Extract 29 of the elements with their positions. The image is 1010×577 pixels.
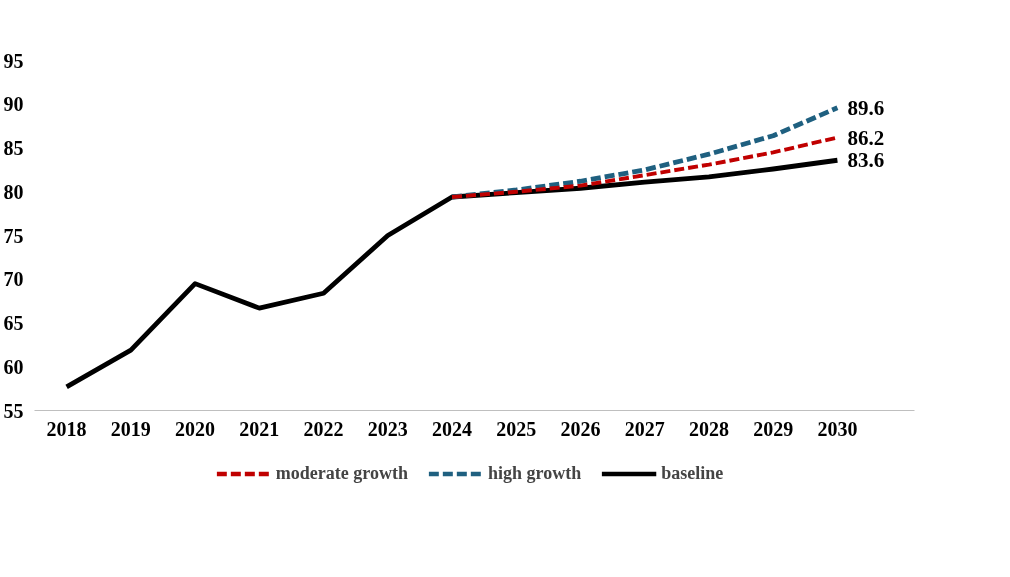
x-tick-label: 2019 (110, 417, 151, 440)
line-series (64, 157, 840, 390)
y-tick-label: 90 (3, 93, 24, 116)
x-tick-label: 2027 (624, 417, 665, 440)
x-tick-label: 2029 (753, 417, 794, 440)
x-tick-label: 2018 (46, 417, 87, 440)
y-tick-label: 95 (3, 49, 24, 72)
data-label: 86.2 (847, 125, 885, 150)
x-tick-label: 2024 (432, 417, 473, 440)
y-tick-label: 75 (3, 224, 24, 247)
x-tick-label: 2023 (367, 417, 408, 440)
data-label: 89.6 (847, 95, 885, 120)
data-label: 83.6 (847, 148, 885, 173)
x-tick-label: 2028 (688, 417, 729, 440)
y-tick-label: 85 (3, 137, 24, 159)
legend-label: high growth (487, 462, 582, 484)
x-tick-label: 2030 (817, 417, 858, 440)
y-tick-label: 80 (3, 180, 24, 203)
x-tick-label: 2021 (239, 417, 280, 440)
y-tick-label: 70 (3, 268, 24, 291)
x-tick-label: 2026 (560, 417, 601, 440)
legend-label: baseline (661, 462, 724, 484)
y-tick-label: 65 (3, 312, 24, 334)
y-tick-label: 60 (3, 355, 24, 378)
x-tick-label: 2022 (303, 417, 344, 440)
legend-label: moderate growth (275, 462, 408, 484)
y-tick-label: 55 (3, 399, 24, 422)
x-tick-label: 2025 (496, 417, 537, 440)
x-tick-label: 2020 (175, 417, 216, 440)
